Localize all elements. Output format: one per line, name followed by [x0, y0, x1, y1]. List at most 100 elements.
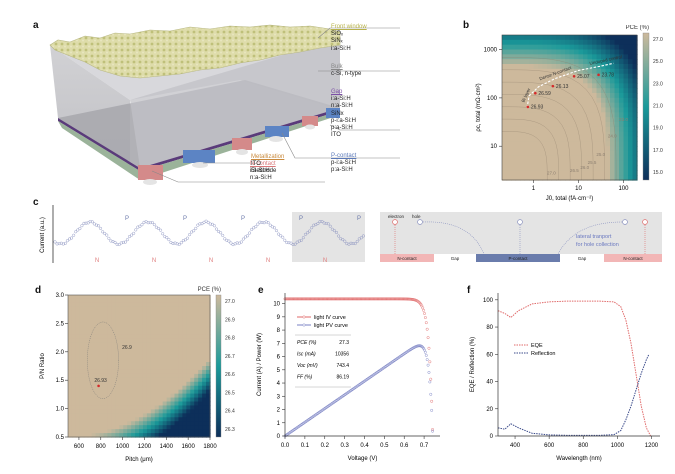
stats-value: 27.3: [339, 340, 349, 346]
heatmap-cell: [605, 54, 611, 60]
heatmap-cell: [206, 358, 211, 363]
iv-curve-point: [348, 297, 352, 301]
heatmap-cell: [529, 131, 535, 138]
heatmap-cell: [103, 354, 109, 359]
heatmap-cell: [95, 362, 101, 367]
iv-curve-point: [326, 297, 330, 301]
contour-line: [501, 69, 605, 181]
heatmap-cell: [131, 369, 136, 375]
heatmap-cell: [547, 170, 553, 176]
heatmap-cell: [182, 389, 187, 395]
heatmap-cell: [511, 97, 517, 104]
heatmap-cell: [605, 73, 611, 80]
heatmap-cell: [135, 429, 140, 434]
heatmap-cell: [71, 310, 77, 316]
heatmap-cell: [146, 310, 152, 316]
heatmap-cell: [520, 165, 526, 171]
heatmap-cell: [91, 413, 97, 418]
heatmap-cell: [587, 151, 593, 157]
heatmap-cell: [560, 131, 566, 138]
heatmap-cell: [574, 49, 580, 55]
heatmap-cell: [150, 366, 156, 371]
current-data-point: [334, 230, 339, 235]
heatmap-cell: [533, 175, 539, 181]
heatmap-cell: [533, 141, 539, 147]
heatmap-cell: [502, 136, 508, 142]
heatmap-cell: [194, 385, 199, 391]
heatmap-cell: [619, 44, 625, 51]
heatmap-cell: [83, 401, 89, 407]
heatmap-cell: [194, 362, 199, 367]
heatmap-cell: [614, 54, 620, 60]
heatmap-cell: [524, 146, 530, 152]
current-data-point: [194, 226, 198, 230]
heatmap-cell: [103, 425, 109, 430]
heatmap-cell: [520, 44, 526, 51]
heatmap-cell: [560, 112, 566, 118]
heatmap-cell: [551, 175, 557, 181]
heatmap-cell: [135, 362, 140, 367]
iv-curve-point: [334, 297, 338, 301]
heatmap-cell: [202, 358, 207, 363]
heatmap-cell: [529, 73, 535, 80]
heatmap-cell: [506, 64, 512, 70]
current-data-point: [219, 231, 223, 235]
heatmap-cell: [71, 429, 77, 434]
heatmap-cell: [68, 417, 73, 422]
heatmap-cell: [182, 433, 187, 438]
heatmap-cell: [610, 83, 616, 89]
heatmap-cell: [142, 401, 148, 407]
y-tick-label: 0.5: [56, 435, 65, 441]
heatmap-cell: [79, 425, 85, 430]
heatmap-cell: [547, 49, 553, 55]
heatmap-cell: [142, 421, 148, 426]
heatmap-cell: [533, 102, 539, 109]
heatmap-cell: [75, 322, 81, 328]
heatmap-cell: [601, 155, 607, 162]
x-axis-label: Pitch (μm): [125, 457, 152, 463]
heatmap-cell: [186, 318, 191, 324]
stats-key: Isc (mA): [297, 352, 316, 358]
current-data-point: [167, 238, 171, 242]
heatmap-cell: [99, 350, 105, 355]
heatmap-cell: [75, 417, 81, 422]
heatmap-cell: [524, 59, 530, 65]
heatmap-cell: [198, 334, 203, 339]
heatmap-cell: [551, 160, 557, 167]
heatmap-cell: [91, 397, 97, 403]
segment-gap: [560, 254, 604, 262]
heatmap-cell: [605, 126, 611, 133]
heatmap-cell: [551, 73, 557, 80]
iv-curve-point: [340, 297, 344, 301]
heatmap-cell: [99, 295, 105, 300]
heatmap-cell: [610, 107, 616, 113]
heatmap-cell: [154, 369, 160, 375]
heatmap-cell: [68, 302, 73, 308]
heatmap-cell: [520, 146, 526, 152]
heatmap-cell: [142, 318, 148, 324]
heatmap-cell: [127, 373, 132, 379]
heatmap-cell: [139, 389, 144, 395]
heatmap-cell: [628, 88, 634, 94]
heatmap-cell: [75, 397, 81, 403]
heatmap-cell: [166, 417, 172, 422]
heatmap-cell: [560, 117, 566, 123]
heatmap-cell: [103, 377, 109, 383]
heatmap-cell: [533, 59, 539, 65]
heatmap-cell: [146, 350, 152, 355]
heatmap-cell: [565, 165, 571, 171]
heatmap-cell: [551, 126, 557, 133]
heatmap-cell: [198, 425, 203, 430]
y-axis-label: P/N Ratio: [40, 353, 46, 379]
pv-curve-point: [417, 344, 421, 348]
iv-curve-point: [307, 297, 311, 301]
iv-curve-point: [403, 297, 407, 301]
heatmap-cell: [556, 112, 562, 118]
heatmap-cell: [123, 397, 128, 403]
heatmap-cell: [524, 155, 530, 162]
heatmap-cell: [111, 413, 116, 418]
heatmap-cell: [587, 155, 593, 162]
heatmap-cell: [95, 366, 101, 371]
heatmap-cell: [119, 334, 124, 339]
heatmap-cell: [162, 405, 168, 410]
